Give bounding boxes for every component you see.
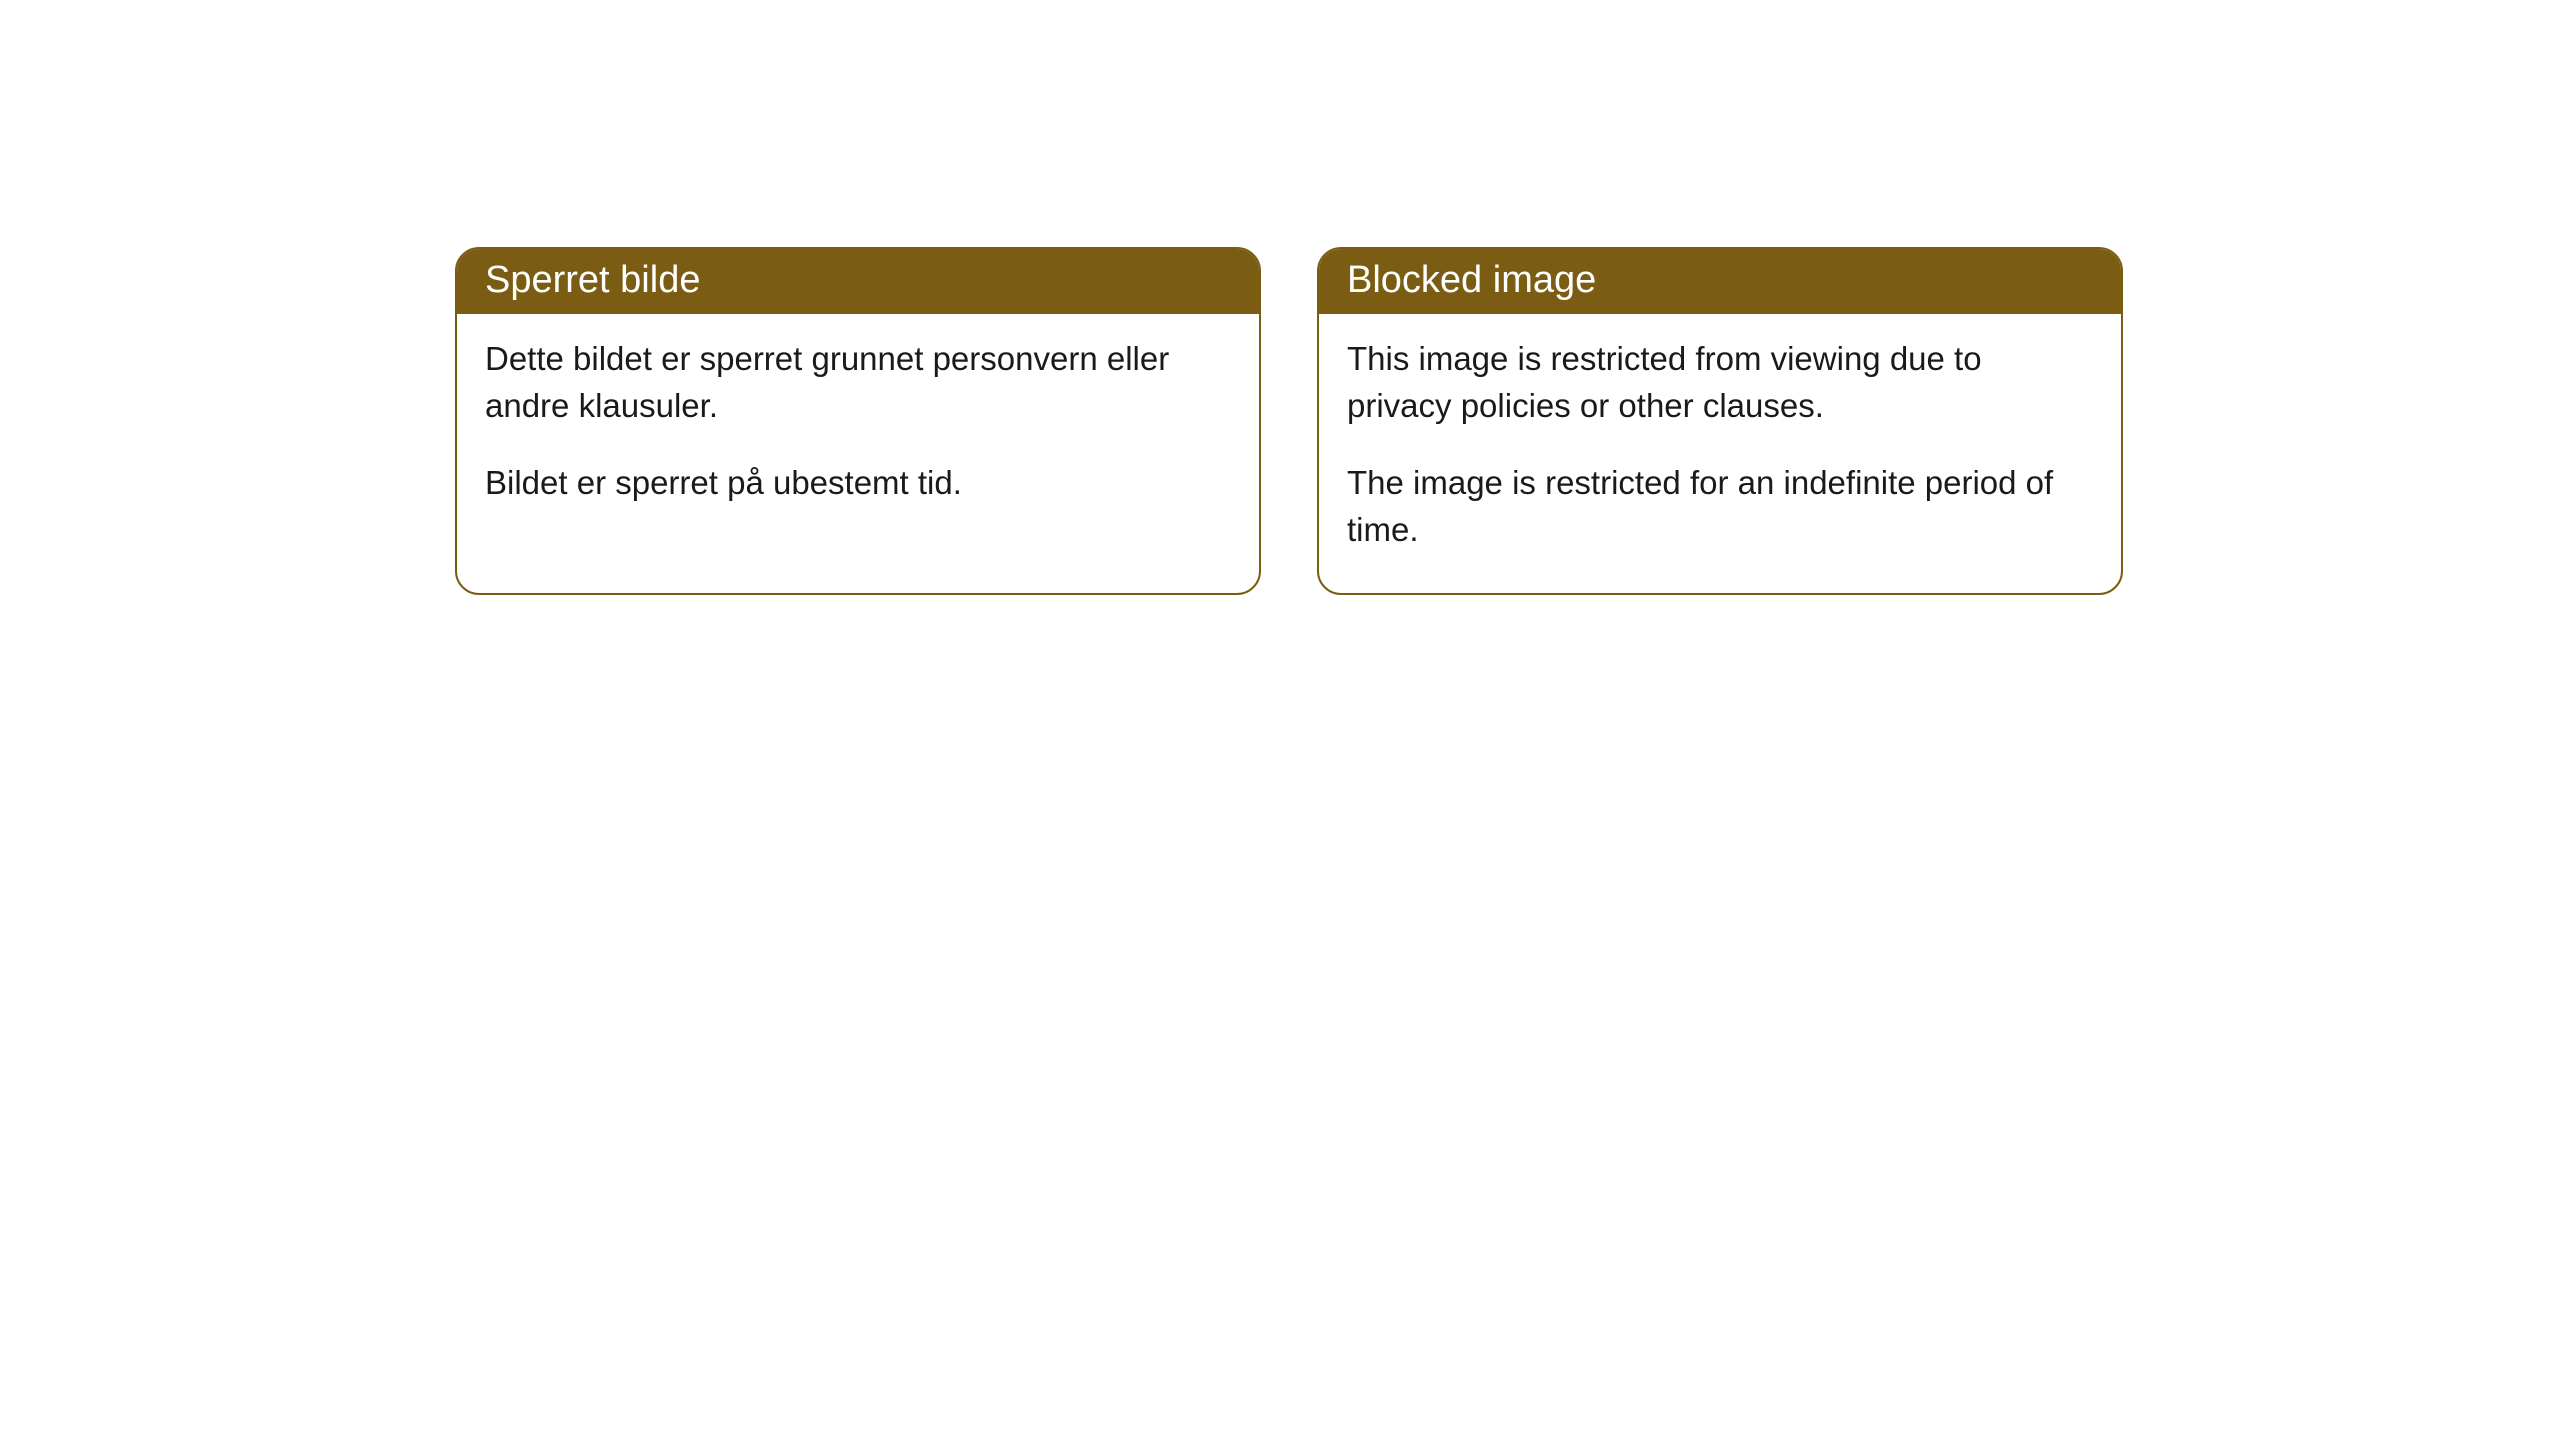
card-paragraph-1-norwegian: Dette bildet er sperret grunnet personve… xyxy=(485,336,1231,430)
card-title-english: Blocked image xyxy=(1347,259,1596,301)
notice-card-english: Blocked image This image is restricted f… xyxy=(1317,247,2123,595)
card-header-norwegian: Sperret bilde xyxy=(457,249,1259,314)
card-body-english: This image is restricted from viewing du… xyxy=(1319,314,2121,593)
card-title-norwegian: Sperret bilde xyxy=(485,259,700,301)
notice-cards-container: Sperret bilde Dette bildet er sperret gr… xyxy=(455,247,2123,595)
notice-card-norwegian: Sperret bilde Dette bildet er sperret gr… xyxy=(455,247,1261,595)
card-paragraph-2-norwegian: Bildet er sperret på ubestemt tid. xyxy=(485,460,1231,507)
card-header-english: Blocked image xyxy=(1319,249,2121,314)
card-paragraph-1-english: This image is restricted from viewing du… xyxy=(1347,336,2093,430)
card-body-norwegian: Dette bildet er sperret grunnet personve… xyxy=(457,314,1259,547)
card-paragraph-2-english: The image is restricted for an indefinit… xyxy=(1347,460,2093,554)
